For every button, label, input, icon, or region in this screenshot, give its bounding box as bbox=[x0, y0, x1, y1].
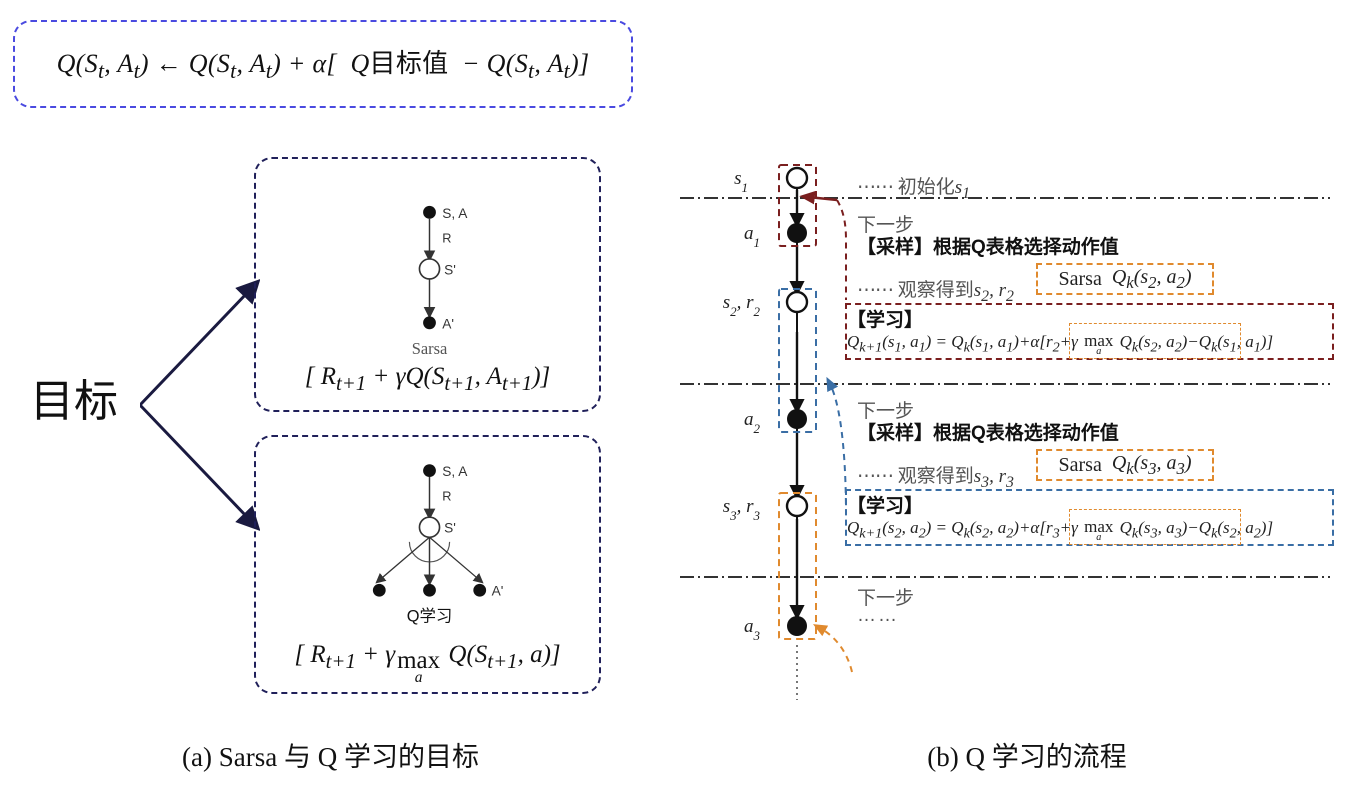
svg-text:a1: a1 bbox=[744, 223, 760, 250]
svg-text:s1: s1 bbox=[734, 168, 748, 195]
svg-text:s2, r2: s2, r2 bbox=[723, 292, 761, 319]
svg-text:a2: a2 bbox=[744, 409, 761, 436]
svg-text:a3: a3 bbox=[744, 616, 761, 643]
svg-text:s3, r3: s3, r3 bbox=[723, 496, 761, 523]
